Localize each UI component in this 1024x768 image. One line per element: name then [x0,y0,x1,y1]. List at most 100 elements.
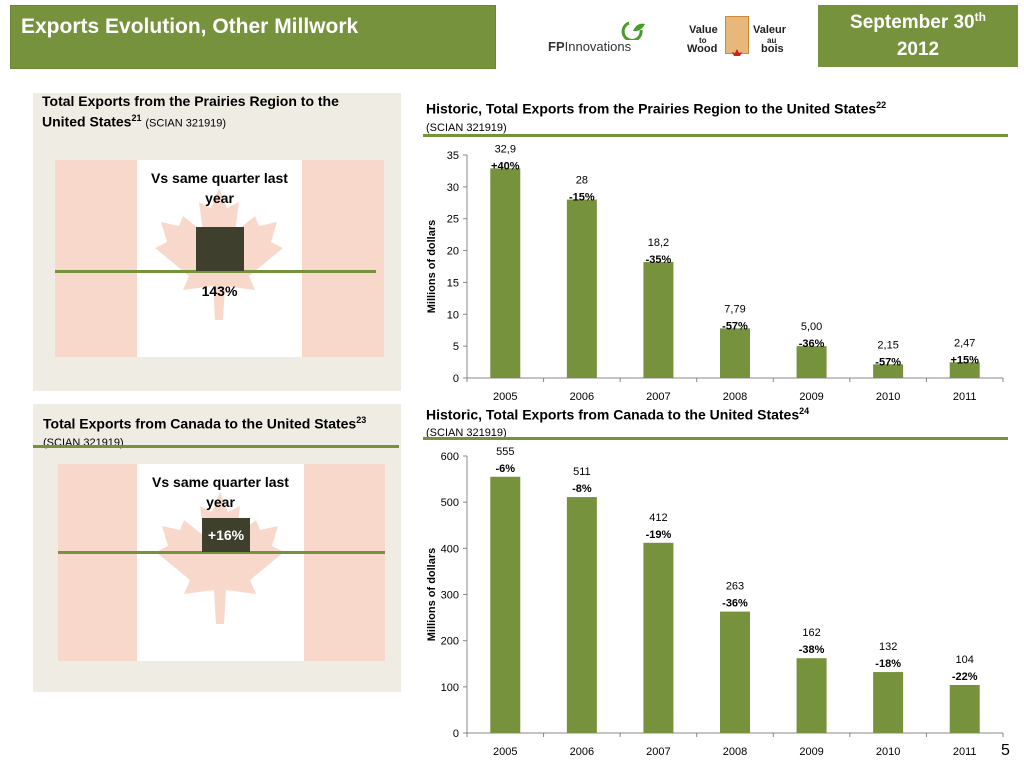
chart1-value-label: 5,00 [801,321,822,333]
date-sup: th [974,10,986,24]
prairies-scian: (SCIAN 321919) [145,117,227,130]
chart1-ytick-label: 20 [447,246,459,258]
canada-summary-panel: Total Exports from Canada to the United … [33,404,401,692]
chart1-ytick-label: 35 [447,150,459,162]
chart2-xtick-label: 2007 [646,746,670,758]
wood-grain-icon [725,16,749,54]
chart2-value-label: 132 [879,641,897,653]
chart2-footnote: 24 [799,406,810,416]
chart1-footnote: 22 [876,100,887,110]
chart2-subtitle: (SCIAN 321919) [426,427,507,439]
chart2-ytick-label: 500 [441,497,459,509]
chart1-title: Historic, Total Exports from the Prairie… [426,100,886,117]
chart2-change-label: -6% [496,463,516,475]
canada-change-value: +16% [202,518,250,552]
canada-title-rule [33,445,399,448]
chart1-xtick-label: 2007 [646,391,670,403]
chart1-value-label: 7,79 [724,303,745,315]
chart2-rule [423,437,1008,440]
chart1-ytick-label: 0 [453,373,459,385]
fp-leaf-icon [621,21,645,40]
logo-valeur-word: Valeur [753,24,787,36]
logo-au-word: au [767,36,777,45]
chart2-change-label: -36% [722,598,748,610]
chart2-bar-2007 [643,542,674,733]
chart2-ytick-label: 600 [441,451,459,463]
chart2-ytick-label: 100 [441,682,459,694]
prairies-title-text: Total Exports from the Prairies Region t… [42,93,339,130]
chart2-bar-2009 [796,658,827,733]
chart2-value-label: 511 [573,466,591,478]
chart1-bar-2009 [796,346,827,378]
chart2-ylabel: Millions of dollars [426,548,438,642]
title-bar: Exports Evolution, Other Millwork [10,5,496,69]
logo-value-word: Value [689,24,718,36]
chart2-xtick-label: 2010 [876,746,900,758]
logo-to-word: to [699,36,707,45]
chart1-xtick-label: 2006 [570,391,594,403]
chart2-bar-2008 [720,611,750,733]
chart2-value-label: 104 [956,654,974,666]
chart1-xtick-label: 2011 [953,391,977,403]
chart1-ytick-label: 5 [453,341,459,353]
chart1-bar-2007 [643,262,674,378]
chart2-xtick-label: 2008 [723,746,747,758]
chart1-change-label: -15% [569,192,595,204]
maple-leaf-icon-2 [156,492,284,624]
prairies-footnote: 21 [131,113,142,123]
chart2-value-label: 555 [496,446,514,458]
canada-footnote: 23 [356,415,367,425]
flag-right-band-2 [304,464,385,661]
chart2-change-label: -19% [646,529,672,541]
chart1-change-label: -57% [875,356,901,368]
date-line2: 2012 [896,39,940,60]
page-title: Exports Evolution, Other Millwork [21,15,359,38]
flag-right-band [302,160,384,357]
chart2-change-label: -22% [952,671,978,683]
chart2-xtick-label: 2011 [953,746,977,758]
chart2-change-label: -8% [572,483,592,495]
chart2-value-label: 412 [649,512,667,524]
chart2-value-label: 162 [802,627,820,639]
chart1-bar-2008 [720,328,750,378]
chart2-xtick-label: 2009 [799,746,823,758]
chart1-subtitle: (SCIAN 321919) [426,122,507,134]
chart2-xtick-label: 2005 [493,746,517,758]
chart2-ytick-label: 0 [453,728,459,740]
prairies-baseline [55,270,376,273]
flag-left-band-2 [58,464,137,661]
chart1-bar-2006 [566,199,597,378]
flag-left-band [55,160,137,357]
chart1-value-label: 2,47 [954,337,975,349]
chart1-bar-2005 [490,168,521,378]
canada-vs-label: Vs same quarter last year [152,474,289,510]
chart2-ytick-label: 300 [441,590,459,602]
chart1-xtick-label: 2010 [876,391,900,403]
chart2-ytick-label: 200 [441,636,459,648]
chart1-value-label: 32,9 [495,143,516,155]
date-line1: September 30 [850,12,975,33]
chart1-ytick-label: 15 [447,277,459,289]
chart1-xtick-label: 2005 [493,391,517,403]
chart1-change-label: -36% [799,338,825,350]
chart2-change-label: -38% [799,644,825,656]
chart2-value-label: 263 [726,581,744,593]
logo-bois-word: bois [761,43,784,55]
maple-leaf-small-icon [732,49,742,56]
value-to-wood-logo: Value to Wood Valeur au bois [685,14,795,58]
prairies-summary-panel: Total Exports from the Prairies Region t… [33,93,401,391]
chart2-ytick-label: 400 [441,543,459,555]
chart2-bar-2011 [949,684,980,733]
canada-baseline [58,551,385,554]
chart1-xtick-label: 2008 [723,391,747,403]
page-number: 5 [1001,742,1010,759]
chart2-title-text: Historic, Total Exports from Canada to t… [426,406,800,423]
chart1-xtick-label: 2009 [799,391,823,403]
chart2-title: Historic, Total Exports from Canada to t… [426,406,809,423]
chart1-value-label: 18,2 [648,237,669,249]
prairies-vs-label: Vs same quarter last year [151,170,288,206]
fp-logo-text: FPInnovations [548,39,632,54]
chart1-value-label: 2,15 [877,339,898,351]
